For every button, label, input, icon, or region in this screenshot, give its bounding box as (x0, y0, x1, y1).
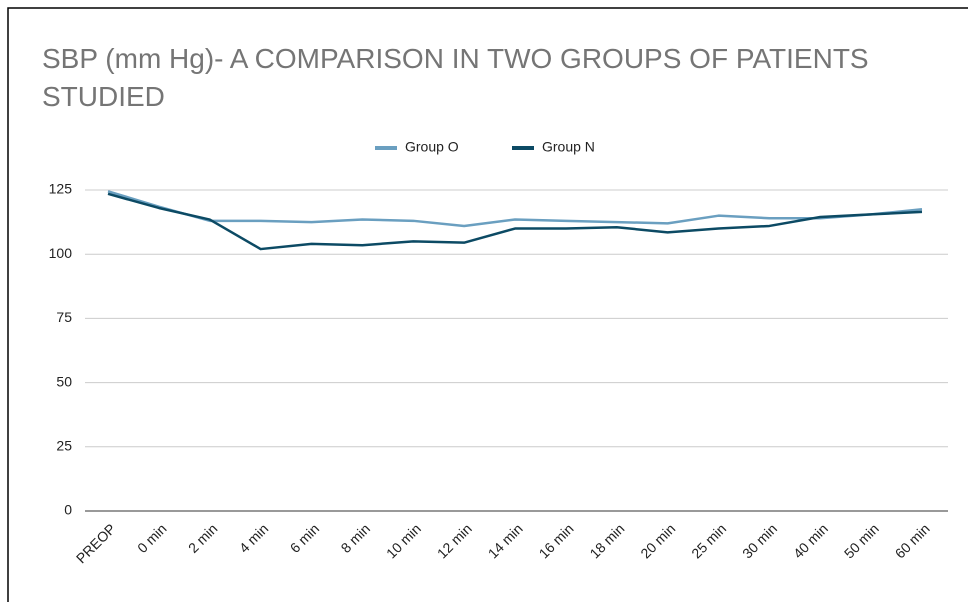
x-tick-label: 60 min (892, 520, 933, 561)
x-tick-label: 2 min (185, 520, 221, 556)
x-tick-label: 20 min (637, 520, 678, 561)
x-tick-label: 16 min (536, 520, 577, 561)
chart-title: SBP (mm Hg)- A COMPARISON IN TWO GROUPS … (42, 43, 869, 112)
x-tick-label: 50 min (841, 520, 882, 561)
y-tick-label: 50 (56, 373, 72, 389)
y-tick-label: 75 (56, 309, 72, 325)
x-tick-label: 12 min (434, 520, 475, 561)
x-tick-label: 6 min (287, 520, 323, 556)
series-line (107, 190, 923, 228)
x-tick-label: 25 min (688, 520, 729, 561)
x-tick-label: 40 min (790, 520, 831, 561)
y-tick-label: 100 (49, 245, 73, 261)
y-tick-label: 125 (49, 181, 73, 197)
x-tick-label: 8 min (338, 520, 374, 556)
legend-label: Group O (405, 139, 459, 155)
x-tick-label: PREOP (73, 520, 119, 566)
x-tick-label: 10 min (383, 520, 424, 561)
frame (7, 7, 968, 602)
x-tick-label: 14 min (485, 520, 526, 561)
y-tick-label: 25 (56, 438, 72, 454)
series-line (107, 192, 923, 251)
y-tick-label: 0 (64, 502, 72, 518)
x-tick-label: 4 min (236, 520, 272, 556)
legend-label: Group N (542, 139, 595, 155)
x-tick-label: 0 min (134, 520, 170, 556)
x-tick-label: 30 min (739, 520, 780, 561)
x-tick-label: 18 min (586, 520, 627, 561)
